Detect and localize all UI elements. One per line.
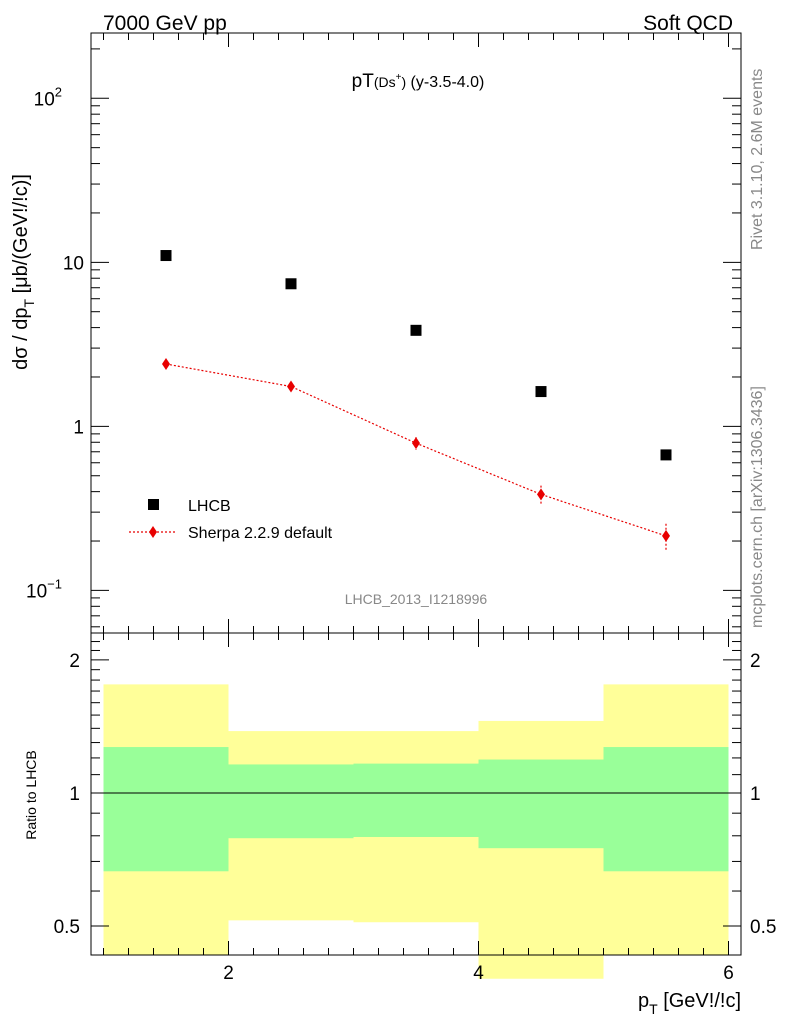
legend-marker-sherpa xyxy=(149,526,157,538)
ratio-plot-area: 2 4 6 0.5 0.5 1 1 2 2 xyxy=(54,632,776,984)
main-y-axis-label: dσ / dpT [μb/(GeV!/!c)] xyxy=(10,174,37,370)
plot-title-close: ) xyxy=(401,74,406,90)
header-left: 7000 GeV pp xyxy=(103,12,227,35)
lhcb-data-point xyxy=(410,324,422,336)
ratio-y-tick-label-right: 0.5 xyxy=(750,917,776,938)
lhcb-data-point xyxy=(535,386,547,398)
plot-title-particle: (Ds xyxy=(374,74,396,90)
legend-marker-lhcb xyxy=(148,499,159,510)
ratio-plot-frame xyxy=(90,632,742,956)
x-axis-label-sub: T xyxy=(649,1001,658,1017)
main-y-tick-label: 102 xyxy=(34,84,62,110)
ratio-y-tick-label-left: 0.5 xyxy=(54,917,80,938)
ratio-y-tick-label-right: 2 xyxy=(750,651,761,672)
sherpa-data-point xyxy=(537,488,545,501)
ratio-y-tick-label-right: 1 xyxy=(750,784,761,805)
mcplots-reference-text: mcplots.cern.ch [arXiv:1306.3436] xyxy=(749,386,766,628)
main-y-tick-label: 10 xyxy=(63,253,84,274)
sherpa-data-point xyxy=(162,357,170,370)
plot-title-range: (y-3.5-4.0) xyxy=(406,74,484,91)
x-axis-label-main: p xyxy=(638,990,649,1012)
legend-label-lhcb: LHCB xyxy=(188,498,231,515)
x-tick-label: 6 xyxy=(723,963,734,984)
ratio-band-inner xyxy=(603,747,729,872)
rivet-version-text: Rivet 3.1.10, 2.6M events xyxy=(749,69,766,250)
sherpa-data-point xyxy=(287,380,295,393)
main-y-tick-label: 1 xyxy=(73,417,84,438)
ratio-band-inner xyxy=(103,747,229,872)
plot-title: pT(Ds+) (y-3.5-4.0) xyxy=(352,71,485,92)
ratio-band-inner xyxy=(478,759,604,849)
ratio-y-axis-label: Ratio to LHCB xyxy=(23,750,39,839)
lhcb-data-point xyxy=(660,449,672,461)
main-plot-area: 10−1 1 10 102 xyxy=(26,32,742,634)
lhcb-data-point xyxy=(160,250,172,262)
lhcb-data-point xyxy=(285,278,297,290)
plot-title-main: pT xyxy=(352,71,375,92)
analysis-id: LHCB_2013_I1218996 xyxy=(345,591,488,607)
main-y-axis-label-main: dσ / dp xyxy=(10,308,32,370)
header-right: Soft QCD xyxy=(643,12,733,35)
main-y-axis-label-sub: T xyxy=(21,299,37,308)
main-y-tick-label: 10−1 xyxy=(26,576,62,602)
ratio-y-tick-label-left: 1 xyxy=(69,784,80,805)
plot-title-sup: + xyxy=(396,72,402,83)
ratio-y-tick-label-left: 2 xyxy=(69,651,80,672)
main-y-axis-label-units: [μb/(GeV!/!c)] xyxy=(10,174,32,299)
x-tick-label: 4 xyxy=(473,963,484,984)
x-axis-label: pT [GeV!/!c] xyxy=(638,990,741,1017)
ratio-band-inner xyxy=(353,763,479,837)
x-tick-label: 2 xyxy=(223,963,234,984)
sherpa-line xyxy=(165,363,667,537)
legend: LHCB Sherpa 2.2.9 default xyxy=(129,498,333,542)
legend-label-sherpa: Sherpa 2.2.9 default xyxy=(188,525,333,542)
sherpa-data-point xyxy=(662,529,670,542)
sherpa-data-point xyxy=(412,437,420,450)
x-axis-label-units: [GeV!/!c] xyxy=(658,990,741,1012)
ratio-band-inner xyxy=(228,764,354,839)
